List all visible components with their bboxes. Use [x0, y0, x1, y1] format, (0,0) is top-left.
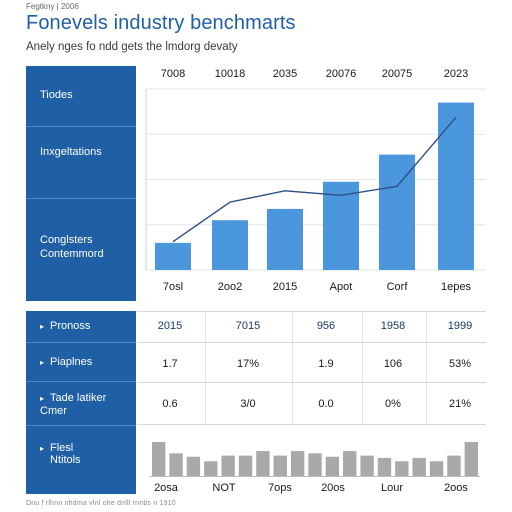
sidebar-row-3[interactable]: ▸ Tade latiker — [40, 392, 106, 405]
column-header: 2023 — [443, 68, 469, 80]
bar — [323, 181, 359, 270]
x-tick-label: 2015 — [272, 281, 298, 293]
sidebar-row-label: Flesl — [50, 442, 74, 454]
sparkline-bar — [290, 451, 305, 476]
sparkline-bar — [429, 461, 444, 476]
table-cell: 0% — [385, 398, 401, 410]
sparkline-bar — [360, 455, 374, 476]
column-header: 7008 — [160, 68, 186, 80]
sidebar-row-3b: Cmer — [40, 405, 67, 417]
sidebar-row-4[interactable]: ▸ Flesl — [40, 442, 73, 455]
sparkline-bar — [343, 451, 357, 476]
sparkline-chart — [150, 442, 480, 477]
table-cell: 53% — [448, 358, 472, 370]
column-header: 10018 — [214, 68, 246, 80]
x-tick-label: 2oo2 — [217, 281, 243, 293]
trend-line — [172, 116, 457, 243]
column-header: 2035 — [272, 68, 298, 80]
sparkline-bar — [377, 457, 392, 476]
table-header-cell: 956 — [316, 320, 336, 332]
sparkline-bar — [447, 455, 461, 476]
sparkline-bar — [325, 456, 340, 476]
bar — [438, 102, 474, 270]
page-subtitle: Anely nges fo ndd gets the lmdorg devaty — [26, 41, 238, 53]
table-cell: 1.7 — [162, 358, 178, 370]
bullet-icon: ▸ — [40, 444, 45, 453]
table-rule — [137, 342, 486, 343]
table-column-rule — [205, 311, 206, 424]
sidebar-label-1: Tiodes — [40, 89, 73, 101]
table-header-cell: 1958 — [380, 320, 406, 332]
table-rule — [137, 424, 486, 425]
sidebar-label-2: Inxgeltations — [40, 146, 102, 158]
sidebar-row-4b: Ntitols — [50, 454, 81, 466]
column-header: 20075 — [381, 68, 413, 80]
table-cell: 21% — [448, 398, 472, 410]
bar — [267, 208, 303, 270]
sidebar-divider — [26, 381, 136, 382]
sidebar-top: Tiodes Inxgeltations Conglsters Contemmo… — [26, 66, 136, 301]
sidebar-divider — [26, 342, 136, 343]
table-header-cell: 2015 — [157, 320, 183, 332]
sparkline-label: NOT — [212, 482, 236, 494]
sparkline-bar — [395, 461, 409, 476]
sparkline-label: 7ops — [268, 482, 292, 494]
table-rule — [137, 311, 486, 312]
sparkline-bar — [204, 461, 218, 476]
table-cell: 106 — [383, 358, 403, 370]
sparkline-bar — [273, 455, 287, 476]
x-tick-label: Corf — [386, 281, 408, 293]
table-cell: 1.9 — [318, 358, 334, 370]
sparkline-bar — [238, 455, 253, 476]
x-tick-label: 1epes — [441, 281, 471, 293]
table-column-rule — [292, 311, 293, 424]
sparkline-bar — [308, 453, 322, 476]
table-cell: 0.6 — [162, 398, 178, 410]
sidebar-row-1[interactable]: ▸ Pronoss — [40, 320, 90, 333]
table-rule — [137, 382, 486, 383]
table-column-rule — [426, 311, 427, 424]
table-cell: 17% — [236, 358, 260, 370]
bullet-icon: ▸ — [40, 394, 45, 403]
sparkline-bar — [412, 457, 426, 476]
sidebar-bottom: ▸ Pronoss ▸ Piaplnes ▸ Tade latiker Cmer ▸ F… — [26, 311, 136, 494]
sparkline-label: 2oos — [444, 482, 468, 494]
sidebar-row-label: Tade latiker — [50, 392, 107, 404]
bar-line-chart — [145, 88, 486, 271]
sidebar-divider — [26, 126, 136, 127]
sparkline-label: Lour — [380, 482, 404, 494]
sparkline-bar — [221, 455, 235, 476]
sidebar-divider — [26, 425, 136, 426]
bullet-icon: ▸ — [40, 358, 45, 367]
bar — [212, 220, 248, 270]
sparkline-bar — [152, 442, 166, 476]
sidebar-label-3: Conglsters — [40, 234, 93, 246]
column-header: 20076 — [325, 68, 357, 80]
footer-note: Dnu f rlhnn nhdma vlnl ohe dnlll rnnbs n… — [26, 500, 176, 507]
x-tick-label: 7osl — [162, 281, 184, 293]
sparkline-label: 20os — [321, 482, 345, 494]
bar — [379, 154, 415, 270]
table-cell: 0.0 — [318, 398, 334, 410]
sparkline-bar — [186, 456, 201, 476]
sidebar-divider — [26, 198, 136, 199]
sparkline-label: 2osa — [154, 482, 178, 494]
sparkline-bar — [169, 453, 183, 476]
sparkline-bar — [256, 451, 270, 476]
sidebar-row-label: Piaplnes — [50, 356, 93, 368]
table-cell: 3/0 — [240, 398, 256, 410]
sidebar-row-2[interactable]: ▸ Piaplnes — [40, 356, 92, 369]
x-tick-label: Apot — [329, 281, 353, 293]
bar — [155, 242, 191, 270]
sparkline-bar — [464, 442, 478, 476]
header-kicker: Fegtkny | 2006 — [26, 2, 79, 11]
sidebar-label-4: Contemmord — [40, 248, 104, 260]
table-header-cell: 7015 — [235, 320, 261, 332]
table-column-rule — [362, 311, 363, 424]
sidebar-row-label: Pronoss — [50, 320, 91, 332]
page-title: Fonevels industry benchmarts — [26, 12, 296, 34]
bullet-icon: ▸ — [40, 322, 45, 331]
table-header-cell: 1999 — [447, 320, 473, 332]
